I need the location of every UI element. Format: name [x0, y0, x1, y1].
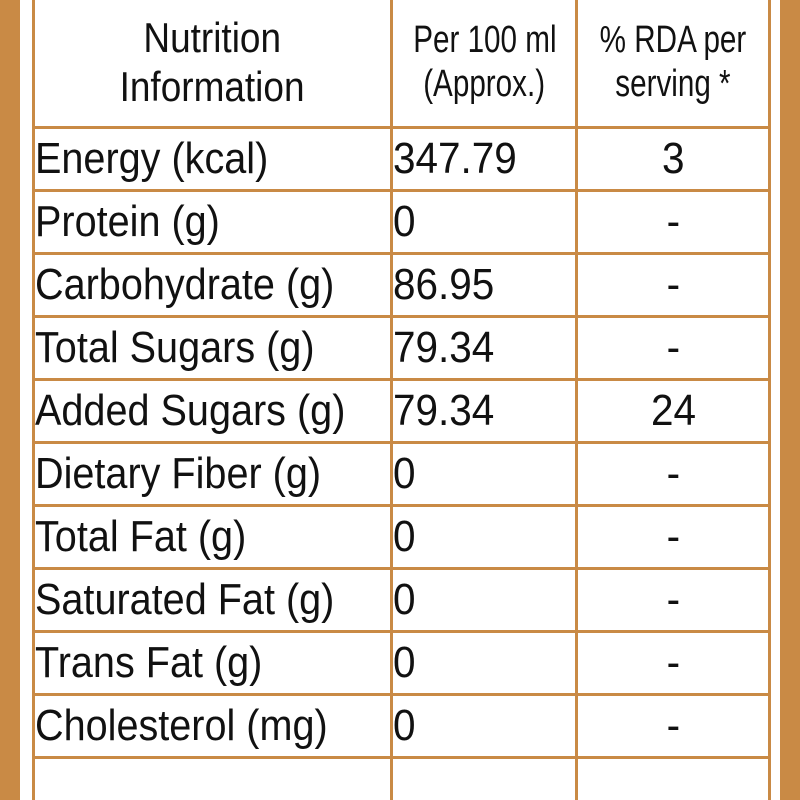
per100-value-text: 0 [393, 449, 416, 498]
nutrient-text: Dietary Fiber (g) [35, 449, 322, 498]
table-row: Energy (kcal) 347.79 3 [32, 126, 771, 192]
header-nutrition-information: Nutrition Information [32, 0, 393, 129]
rda-value-text: - [666, 260, 680, 309]
nutrient-text: Total Fat (g) [35, 512, 247, 561]
per100-value-cell: 0 [390, 189, 578, 255]
per100-value-cell: 0 [390, 630, 578, 696]
table-row: Cholesterol (mg) 0 - [32, 693, 771, 759]
rda-value-text: - [666, 575, 680, 624]
rda-value-text: 3 [661, 134, 685, 183]
per100-value-cell: 0 [390, 693, 578, 759]
nutrient-text: Energy (kcal) [35, 134, 269, 183]
header-rda-line2: serving * [615, 62, 731, 105]
nutrient-text: Cholesterol (mg) [35, 701, 328, 750]
table-row: Added Sugars (g) 79.34 24 [32, 378, 771, 444]
rda-value-cell: 24 [575, 378, 771, 444]
nutrient-text: Protein (g) [35, 197, 220, 246]
right-border-strip [780, 0, 800, 800]
per100-value-text: 0 [393, 575, 416, 624]
nutrient-cell: Energy (kcal) [32, 126, 393, 192]
per100-value-text: 79.34 [393, 386, 495, 435]
per100-value-text: 0 [393, 638, 416, 687]
per100-value-cell: 86.95 [390, 252, 578, 318]
nutrient-cell: Protein (g) [32, 189, 393, 255]
rda-value-cell: - [575, 630, 771, 696]
per100-value-text: 0 [393, 512, 416, 561]
table-header-row: Nutrition Information Per 100 ml (Approx… [32, 0, 771, 129]
rda-value-cell: 3 [575, 126, 771, 192]
header-per100-line1: Per 100 ml [413, 18, 557, 61]
nutrient-cell: Dietary Fiber (g) [32, 441, 393, 507]
nutrient-text: Saturated Fat (g) [35, 575, 335, 624]
table-row: Saturated Fat (g) 0 - [32, 567, 771, 633]
header-nutrient-line1: Nutrition [143, 14, 282, 62]
rda-value-text: - [666, 512, 680, 561]
per100-value-text: 0 [393, 701, 416, 750]
nutrient-text: Trans Fat (g) [35, 638, 263, 687]
rda-value-cell: - [575, 252, 771, 318]
table-row: Carbohydrate (g) 86.95 - [32, 252, 771, 318]
partial-cell [390, 756, 578, 800]
per100-value-cell: 79.34 [390, 315, 578, 381]
rda-value-text: - [666, 638, 680, 687]
rda-value-text: - [666, 701, 680, 750]
rda-value-cell: - [575, 441, 771, 507]
rda-value-text: 24 [650, 386, 696, 435]
left-border-strip [0, 0, 20, 800]
table-row: Total Sugars (g) 79.34 - [32, 315, 771, 381]
per100-value-cell: 347.79 [390, 126, 578, 192]
table-row: Total Fat (g) 0 - [32, 504, 771, 570]
header-rda-line1: % RDA per [599, 18, 747, 61]
rda-value-cell: - [575, 504, 771, 570]
per100-value-cell: 0 [390, 567, 578, 633]
nutrient-cell: Trans Fat (g) [32, 630, 393, 696]
header-nutrient-line2: Information [120, 62, 305, 110]
table-row: Trans Fat (g) 0 - [32, 630, 771, 696]
nutrient-cell: Total Fat (g) [32, 504, 393, 570]
header-per-100ml: Per 100 ml (Approx.) [390, 0, 578, 129]
rda-value-text: - [666, 197, 680, 246]
rda-value-cell: - [575, 315, 771, 381]
header-per100-line2: (Approx.) [423, 62, 545, 105]
partial-cell [575, 756, 771, 800]
nutrient-cell: Saturated Fat (g) [32, 567, 393, 633]
table-row: Dietary Fiber (g) 0 - [32, 441, 771, 507]
nutrient-text: Carbohydrate (g) [35, 260, 335, 309]
per100-value-cell: 79.34 [390, 378, 578, 444]
table-row: Protein (g) 0 - [32, 189, 771, 255]
nutrition-table: Nutrition Information Per 100 ml (Approx… [32, 0, 771, 800]
per100-value-text: 79.34 [393, 323, 495, 372]
per100-value-text: 86.95 [393, 260, 495, 309]
per100-value-cell: 0 [390, 441, 578, 507]
rda-value-text: - [666, 449, 680, 498]
rda-value-cell: - [575, 189, 771, 255]
per100-value-text: 347.79 [393, 134, 517, 183]
rda-value-text: - [666, 323, 680, 372]
partial-cell [32, 756, 393, 800]
nutrient-text: Added Sugars (g) [35, 386, 346, 435]
table-row-partial [32, 756, 771, 800]
rda-value-cell: - [575, 693, 771, 759]
nutrient-cell: Total Sugars (g) [32, 315, 393, 381]
per100-value-text: 0 [393, 197, 416, 246]
rda-value-cell: - [575, 567, 771, 633]
nutrient-cell: Carbohydrate (g) [32, 252, 393, 318]
nutrient-cell: Added Sugars (g) [32, 378, 393, 444]
nutrient-cell: Cholesterol (mg) [32, 693, 393, 759]
header-rda-per-serving: % RDA per serving * [575, 0, 771, 129]
per100-value-cell: 0 [390, 504, 578, 570]
nutrient-text: Total Sugars (g) [35, 323, 315, 372]
